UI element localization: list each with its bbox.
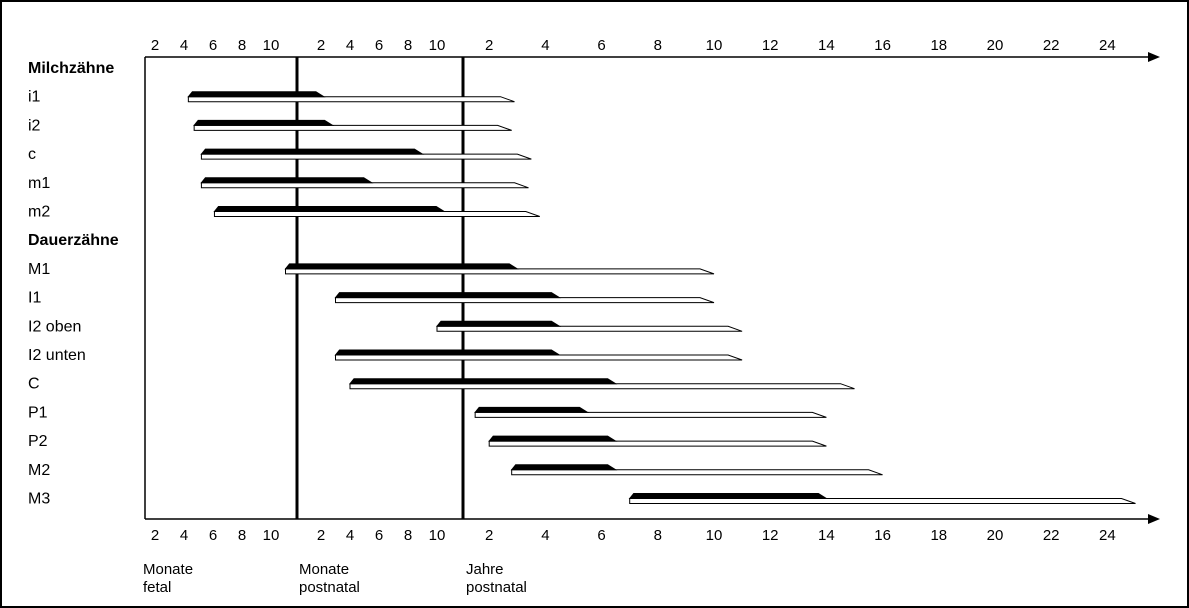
- formation-bar: [200, 148, 425, 155]
- formation-bar: [334, 349, 562, 356]
- formation-bar: [474, 406, 590, 413]
- segment-label-line2: postnatal: [466, 579, 527, 596]
- formation-bar: [510, 464, 618, 471]
- bottom-tick-label: 14: [818, 527, 835, 544]
- bottom-tick-label: 6: [209, 527, 217, 544]
- bottom-tick-label: 4: [541, 527, 549, 544]
- top-tick-label: 22: [1043, 37, 1060, 54]
- top-axis-arrow: [1148, 52, 1160, 62]
- segment-label-line1: Monate: [299, 561, 349, 578]
- growth-bar: [285, 268, 715, 275]
- row-label: M1: [28, 261, 50, 278]
- growth-bar: [200, 182, 529, 189]
- top-tick-label: 6: [209, 37, 217, 54]
- formation-bar: [193, 119, 335, 126]
- bottom-tick-label: 12: [762, 527, 779, 544]
- bottom-tick-label: 2: [317, 527, 325, 544]
- row-label: m1: [28, 175, 50, 192]
- row-label: i1: [28, 89, 41, 106]
- top-tick-label: 2: [317, 37, 325, 54]
- row-label: c: [28, 146, 36, 163]
- row-label: M2: [28, 462, 50, 479]
- bottom-axis-arrow: [1148, 514, 1160, 524]
- formation-bar: [187, 91, 326, 98]
- growth-bar: [193, 124, 512, 131]
- top-tick-label: 4: [346, 37, 354, 54]
- bottom-tick-label: 20: [987, 527, 1004, 544]
- top-tick-label: 18: [930, 37, 947, 54]
- row-label: i2: [28, 117, 41, 134]
- row-label: C: [28, 376, 40, 393]
- top-tick-label: 20: [987, 37, 1004, 54]
- row-label: I1: [28, 290, 41, 307]
- bottom-tick-label: 10: [706, 527, 723, 544]
- bottom-tick-label: 6: [597, 527, 605, 544]
- formation-bar: [200, 177, 374, 184]
- row-label: I2 unten: [28, 347, 86, 364]
- row-label: M3: [28, 491, 50, 508]
- growth-bar: [629, 498, 1136, 504]
- bottom-tick-label: 24: [1099, 527, 1116, 544]
- growth-bar: [474, 411, 827, 418]
- top-tick-label: 16: [874, 37, 891, 54]
- bottom-tick-label: 18: [930, 527, 947, 544]
- formation-bar: [435, 320, 562, 327]
- formation-bar: [628, 493, 829, 499]
- top-tick-label: 8: [404, 37, 412, 54]
- growth-bar: [187, 96, 515, 103]
- growth-bar: [335, 354, 743, 361]
- bottom-tick-label: 22: [1043, 527, 1060, 544]
- top-tick-label: 4: [541, 37, 549, 54]
- growth-bar: [200, 153, 532, 160]
- bottom-tick-label: 4: [346, 527, 354, 544]
- growth-bar: [349, 383, 855, 390]
- segment-label-line2: postnatal: [299, 579, 360, 596]
- top-tick-label: 24: [1099, 37, 1116, 54]
- bottom-tick-label: 8: [404, 527, 412, 544]
- formation-bar: [348, 378, 618, 385]
- growth-bar: [335, 297, 715, 304]
- top-tick-label: 2: [151, 37, 159, 54]
- bottom-tick-label: 10: [429, 527, 446, 544]
- row-label: P2: [28, 433, 48, 450]
- group-header: Milchzähne: [28, 60, 114, 77]
- row-label: P1: [28, 404, 48, 421]
- top-tick-label: 2: [485, 37, 493, 54]
- bottom-tick-label: 16: [874, 527, 891, 544]
- top-tick-label: 12: [762, 37, 779, 54]
- bottom-tick-label: 10: [263, 527, 280, 544]
- bottom-tick-label: 8: [238, 527, 246, 544]
- formation-bar: [284, 263, 520, 270]
- top-tick-label: 8: [238, 37, 246, 54]
- row-label: m2: [28, 204, 50, 221]
- bottom-tick-label: 2: [151, 527, 159, 544]
- top-tick-label: 10: [263, 37, 280, 54]
- bottom-tick-label: 8: [654, 527, 662, 544]
- top-tick-label: 4: [180, 37, 188, 54]
- row-label: I2 oben: [28, 318, 81, 335]
- formation-bar: [488, 435, 618, 442]
- growth-bar: [488, 440, 827, 447]
- top-tick-label: 10: [706, 37, 723, 54]
- segment-label-line1: Monate: [143, 561, 193, 578]
- top-tick-label: 6: [597, 37, 605, 54]
- group-header: Dauerzähne: [28, 232, 119, 249]
- growth-bar: [511, 469, 883, 476]
- growth-bar: [436, 325, 743, 332]
- segment-label-line2: fetal: [143, 579, 171, 596]
- segment-label-line1: Jahre: [466, 561, 504, 578]
- growth-bar: [213, 211, 540, 217]
- bottom-tick-label: 4: [180, 527, 188, 544]
- formation-bar: [213, 206, 446, 212]
- top-tick-label: 8: [654, 37, 662, 54]
- top-tick-label: 14: [818, 37, 835, 54]
- bottom-tick-label: 2: [485, 527, 493, 544]
- top-tick-label: 6: [375, 37, 383, 54]
- top-tick-label: 10: [429, 37, 446, 54]
- formation-bar: [334, 292, 562, 299]
- bottom-tick-label: 6: [375, 527, 383, 544]
